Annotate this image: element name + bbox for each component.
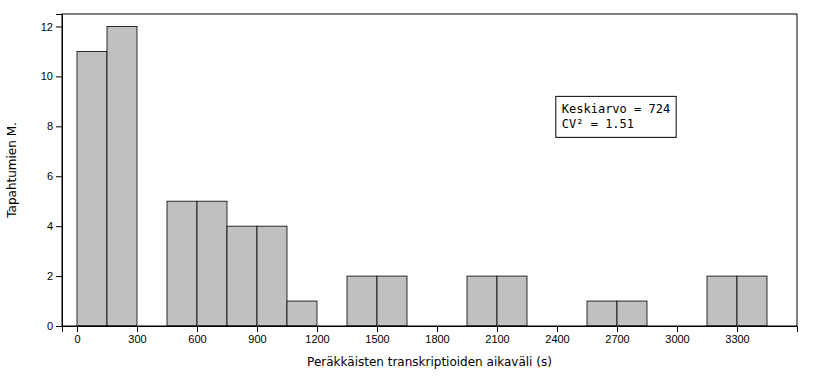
y-tick-label: 0 xyxy=(47,320,53,332)
x-tick-mark xyxy=(557,326,558,332)
y-axis: 0 2 4 6 8 10 12 xyxy=(41,15,63,333)
bar xyxy=(467,276,497,326)
x-tick: 2400 xyxy=(545,326,569,345)
x-axis-title: Peräkkäisten transkriptioiden aikaväli (… xyxy=(307,355,552,369)
bar xyxy=(707,276,737,326)
y-tick-label: 12 xyxy=(41,21,53,33)
y-tick-label: 2 xyxy=(47,270,53,282)
x-axis: 0 300 600 900 1200 1500 1800 2100 2400 2700 3000 33… xyxy=(63,326,798,345)
bar xyxy=(347,276,377,326)
bar xyxy=(377,276,407,326)
y-tick-mark xyxy=(56,176,62,177)
bar xyxy=(587,301,617,326)
y-tick-label: 8 xyxy=(47,120,53,132)
x-tick-mark xyxy=(377,326,378,332)
x-axis-line xyxy=(63,327,798,333)
y-tick: 12 xyxy=(41,21,62,33)
bar xyxy=(497,276,527,326)
x-tick: 1200 xyxy=(305,326,329,345)
y-tick-label: 10 xyxy=(41,70,53,82)
bar xyxy=(107,26,137,326)
chart: 0300600900120015001800210024002700300033… xyxy=(0,0,819,376)
x-tick-mark xyxy=(497,326,498,332)
x-tick-label: 1200 xyxy=(305,333,329,345)
x-tick-label: 3300 xyxy=(725,333,749,345)
x-tick-label: 2100 xyxy=(485,333,509,345)
x-tick-label: 0 xyxy=(74,333,80,345)
annotation-box xyxy=(556,96,676,137)
x-tick-mark xyxy=(197,326,198,332)
x-tick-mark xyxy=(257,326,258,332)
bar xyxy=(287,301,317,326)
annotation-line: Keskiarvo = 724 xyxy=(562,102,670,116)
x-tick-label: 1800 xyxy=(425,333,449,345)
bar xyxy=(257,226,287,326)
y-tick: 6 xyxy=(47,170,62,182)
x-tick-mark xyxy=(137,326,138,332)
y-tick: 2 xyxy=(47,270,62,282)
x-tick-mark xyxy=(77,326,78,332)
y-tick-mark xyxy=(56,26,62,27)
x-tick: 2100 xyxy=(485,326,509,345)
bar xyxy=(227,226,257,326)
x-tick: 600 xyxy=(188,326,206,345)
bar xyxy=(737,276,767,326)
annotation-line: CV² = 1.51 xyxy=(562,117,634,131)
bar xyxy=(167,201,197,326)
bar xyxy=(77,51,107,326)
y-axis-title: Tapahtumien M. xyxy=(5,122,19,219)
y-tick-mark xyxy=(56,76,62,77)
x-tick: 3000 xyxy=(665,326,689,345)
y-tick-label: 6 xyxy=(47,170,53,182)
y-tick-mark xyxy=(56,276,62,277)
x-tick: 3300 xyxy=(725,326,749,345)
x-tick-label: 300 xyxy=(128,333,146,345)
x-tick-label: 2400 xyxy=(545,333,569,345)
y-tick-mark xyxy=(56,226,62,227)
x-tick-label: 3000 xyxy=(665,333,689,345)
x-tick-label: 900 xyxy=(248,333,266,345)
annotation: Keskiarvo = 724CV² = 1.51 xyxy=(556,96,676,137)
bar xyxy=(197,201,227,326)
x-tick-mark xyxy=(617,326,618,332)
x-tick: 300 xyxy=(128,326,146,345)
x-tick-label: 1500 xyxy=(365,333,389,345)
y-tick: 8 xyxy=(47,120,62,132)
plot: 0300600900120015001800210024002700300033… xyxy=(41,14,798,345)
x-tick: 0 xyxy=(74,326,80,345)
y-tick: 10 xyxy=(41,70,62,82)
y-tick-label: 4 xyxy=(47,220,53,232)
annotation-text: Keskiarvo = 724CV² = 1.51 xyxy=(562,102,670,131)
y-tick: 4 xyxy=(47,220,62,232)
y-tick-mark xyxy=(56,326,62,327)
x-tick: 2700 xyxy=(605,326,629,345)
x-tick-mark xyxy=(437,326,438,332)
bar xyxy=(617,301,647,326)
plot-frame xyxy=(62,14,797,326)
x-tick: 1800 xyxy=(425,326,449,345)
x-tick-mark xyxy=(737,326,738,332)
y-tick-mark xyxy=(56,126,62,127)
x-tick-mark xyxy=(317,326,318,332)
y-tick: 0 xyxy=(47,320,62,332)
x-tick-label: 2700 xyxy=(605,333,629,345)
bars xyxy=(77,26,767,326)
x-tick: 900 xyxy=(248,326,266,345)
x-tick: 1500 xyxy=(365,326,389,345)
x-tick-mark xyxy=(677,326,678,332)
x-tick-label: 600 xyxy=(188,333,206,345)
